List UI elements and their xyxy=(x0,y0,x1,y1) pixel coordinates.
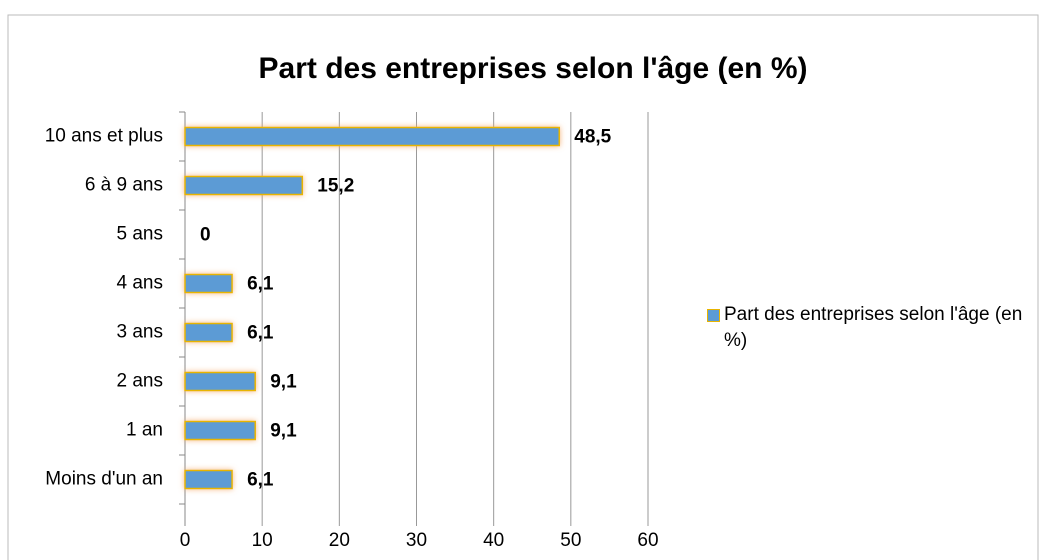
x-tick-label: 0 xyxy=(180,530,191,551)
x-tick-label: 10 xyxy=(252,530,273,551)
data-label: 9,1 xyxy=(270,421,297,442)
y-tick-label: 1 an xyxy=(126,420,163,441)
x-tick-label: 60 xyxy=(637,530,658,551)
data-label: 9,1 xyxy=(270,372,297,393)
legend-swatch xyxy=(707,309,720,322)
y-tick-label: 3 ans xyxy=(117,322,163,343)
y-tick-label: 6 à 9 ans xyxy=(85,175,163,196)
y-tick-label: 4 ans xyxy=(117,273,163,294)
chart-title: Part des entreprises selon l'âge (en %) xyxy=(259,52,808,85)
bar xyxy=(184,175,304,196)
bar xyxy=(184,273,233,294)
data-label: 6,1 xyxy=(247,274,274,295)
bar xyxy=(184,126,561,147)
bar xyxy=(184,322,233,343)
y-tick-label: 2 ans xyxy=(117,371,163,392)
data-label: 6,1 xyxy=(247,323,274,344)
x-tick-label: 30 xyxy=(406,530,427,551)
y-tick-label: Moins d'un an xyxy=(45,469,163,490)
legend-label: Part des entreprises selon l'âge (en %) xyxy=(724,304,1023,351)
data-label: 6,1 xyxy=(247,470,274,491)
bar xyxy=(184,420,256,441)
chart-border xyxy=(7,14,1039,560)
data-label: 48,5 xyxy=(574,127,611,148)
y-tick-label: 10 ans et plus xyxy=(45,126,163,147)
x-tick-label: 50 xyxy=(560,530,581,551)
data-label: 0 xyxy=(200,225,211,246)
bar xyxy=(184,469,233,490)
y-tick-label: 5 ans xyxy=(117,224,163,245)
x-tick-label: 40 xyxy=(483,530,504,551)
x-tick-label: 20 xyxy=(329,530,350,551)
bar xyxy=(184,371,256,392)
data-label: 15,2 xyxy=(317,176,354,197)
